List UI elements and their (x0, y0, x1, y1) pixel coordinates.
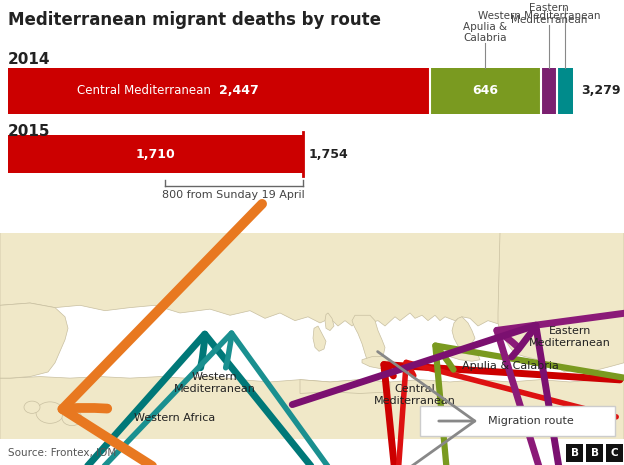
Text: Mediterranean migrant deaths by route: Mediterranean migrant deaths by route (8, 11, 381, 29)
Text: Apulia &
Calabria: Apulia & Calabria (463, 22, 507, 43)
Text: Eastern
Mediterranean: Eastern Mediterranean (529, 326, 611, 348)
Text: Central
Mediterranean: Central Mediterranean (374, 384, 456, 406)
Polygon shape (0, 303, 68, 378)
Polygon shape (325, 313, 334, 331)
Text: Source: Frontex, IOM: Source: Frontex, IOM (8, 448, 116, 458)
Text: Apulia & Calabria: Apulia & Calabria (462, 361, 558, 371)
Text: B: B (570, 448, 578, 458)
Text: Western Mediterranean: Western Mediterranean (477, 11, 600, 21)
Text: 1,710: 1,710 (135, 147, 175, 160)
Text: Western
Mediterranean: Western Mediterranean (174, 372, 256, 393)
Text: B: B (590, 448, 598, 458)
Text: Migration route: Migration route (488, 416, 573, 426)
Bar (420, 406, 615, 436)
Bar (541, 68, 557, 113)
Text: Eastern
Mediterranean: Eastern Mediterranean (511, 3, 587, 25)
Text: 2014: 2014 (8, 52, 51, 67)
Text: Western Africa: Western Africa (134, 412, 216, 423)
Text: 800 from Sunday 19 April: 800 from Sunday 19 April (162, 190, 305, 200)
Text: 2,447: 2,447 (219, 84, 258, 97)
Polygon shape (0, 377, 624, 439)
Circle shape (36, 402, 64, 423)
Bar (430, 68, 541, 113)
Polygon shape (300, 379, 390, 393)
Polygon shape (532, 345, 548, 351)
Bar (566, 444, 583, 462)
Polygon shape (452, 317, 475, 349)
Polygon shape (313, 326, 326, 351)
Polygon shape (0, 232, 624, 328)
Polygon shape (450, 353, 480, 361)
Text: C: C (611, 448, 618, 458)
Text: 3,279: 3,279 (581, 84, 620, 97)
Text: 646: 646 (472, 84, 499, 97)
Text: Central Mediterranean: Central Mediterranean (77, 84, 219, 97)
Bar (606, 444, 623, 462)
Text: 1,754: 1,754 (309, 147, 348, 160)
Text: 2015: 2015 (8, 124, 51, 140)
Circle shape (24, 401, 40, 413)
Bar (8, 135, 303, 173)
Polygon shape (352, 315, 385, 366)
Bar (557, 68, 573, 113)
Polygon shape (498, 232, 624, 372)
Bar (586, 444, 603, 462)
Polygon shape (362, 357, 392, 369)
Circle shape (62, 410, 82, 425)
Bar (8, 68, 430, 113)
